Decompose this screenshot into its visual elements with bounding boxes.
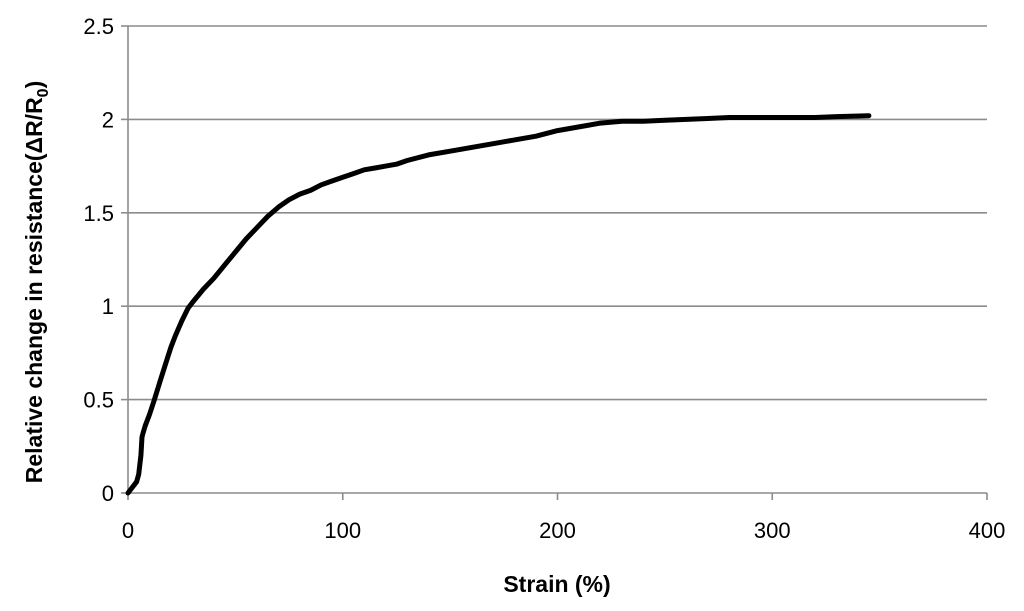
series-line-0 <box>125 113 872 496</box>
y-axis-title-close: ) <box>21 81 47 89</box>
x-tick-label-1: 100 <box>324 518 361 543</box>
x-tick-label-0: 0 <box>122 518 134 543</box>
tick-labels: 0 0.5 1 1.5 2 2.5 0 100 200 300 400 <box>83 14 1005 543</box>
y-axis-title: Relative change in resistance(ΔR/R0) <box>21 81 52 484</box>
x-tick-label-2: 200 <box>539 518 576 543</box>
y-axis-title-main: Relative change in resistance(ΔR/R <box>21 97 47 483</box>
y-tick-label-0: 0 <box>102 481 114 506</box>
y-tick-label-4: 2 <box>102 107 114 132</box>
x-axis-title: Strain (%) <box>503 571 610 597</box>
y-tick-label-1: 0.5 <box>83 388 114 413</box>
grid-lines <box>128 25 987 401</box>
y-tick-label-3: 1.5 <box>83 201 114 226</box>
x-tick-label-3: 300 <box>754 518 791 543</box>
axes <box>121 25 988 500</box>
y-tick-label-2: 1 <box>102 294 114 319</box>
y-tick-label-5: 2.5 <box>83 14 114 39</box>
y-axis-title-subscript: 0 <box>35 88 52 97</box>
x-tick-label-4: 400 <box>969 518 1006 543</box>
series-layer <box>125 113 872 496</box>
